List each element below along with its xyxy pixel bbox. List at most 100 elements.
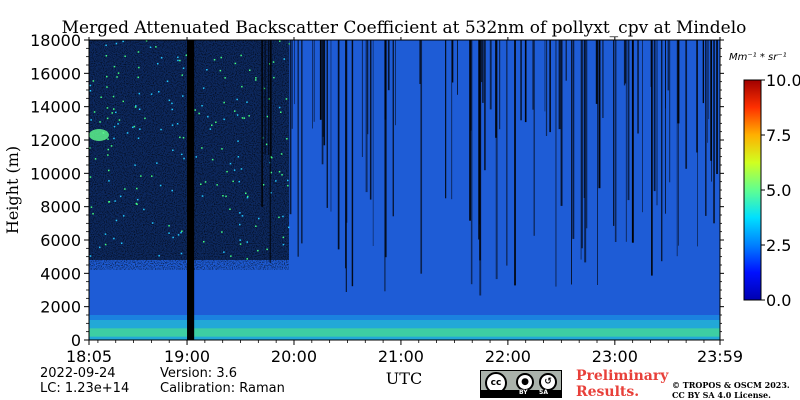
streak: [469, 40, 471, 221]
noise-speck: [273, 76, 275, 79]
noise-speck: [232, 180, 234, 183]
noise-speck: [135, 202, 138, 205]
noise-speck: [158, 255, 160, 257]
colorbar: [743, 79, 762, 301]
noise-speck: [89, 84, 92, 87]
noise-speck: [237, 156, 240, 158]
footer-lc: LC: 1.23e+14: [40, 381, 130, 396]
y-tick-label: 0: [71, 331, 81, 350]
noise-speck: [246, 258, 248, 260]
noise-speck: [239, 239, 241, 241]
streak: [345, 40, 347, 269]
noise-speck: [139, 128, 141, 130]
streak: [270, 40, 272, 156]
noise-speck: [200, 183, 202, 185]
noise-speck: [266, 248, 268, 251]
noise-speck: [104, 233, 107, 235]
noise-speck: [160, 128, 162, 131]
noise-speck: [287, 179, 289, 182]
streak: [651, 40, 653, 276]
x-tick-label: 23:00: [592, 347, 638, 366]
streak: [326, 40, 328, 208]
noise-speck: [223, 101, 225, 104]
streak: [351, 40, 354, 287]
streak: [565, 40, 567, 81]
x-axis-label: UTC: [386, 369, 422, 388]
noise-speck: [272, 61, 275, 63]
noise-speck: [171, 189, 173, 192]
vertical-streaks: [261, 40, 719, 296]
noise-speck: [108, 180, 110, 182]
streak: [555, 40, 557, 287]
y-tick-label: 12000: [30, 131, 81, 150]
streak: [319, 40, 322, 120]
noise-speck: [149, 46, 152, 48]
streak: [558, 40, 561, 130]
noise-speck: [234, 62, 237, 65]
noise-speck: [168, 232, 170, 234]
noise-speck: [160, 57, 163, 59]
streak: [419, 40, 421, 84]
noise-speck: [207, 115, 209, 118]
noise-speck: [134, 164, 136, 166]
noise-speck: [202, 87, 205, 89]
y-tick-label: 14000: [30, 98, 81, 117]
x-axis: 18:05 19:00 20:00 21:00 22:00 23:00 23:59: [66, 37, 743, 366]
streak: [702, 40, 704, 104]
noise-speck: [255, 77, 257, 79]
noise-speck: [144, 117, 146, 120]
noise-speck: [150, 93, 153, 95]
noise-speck: [134, 106, 137, 108]
noise-speck: [92, 80, 95, 82]
noise-speck: [94, 158, 97, 160]
colorbar-tick-label: 10.0: [766, 71, 800, 90]
noise-speck: [238, 180, 240, 183]
noise-speck: [112, 95, 115, 98]
noise-speck: [137, 137, 140, 139]
noise-speck: [278, 106, 281, 109]
streak: [711, 40, 712, 182]
noise-speck: [281, 174, 283, 176]
streak: [598, 40, 601, 189]
noise-speck: [222, 195, 224, 197]
noise-speck: [237, 140, 239, 142]
streak: [623, 40, 626, 86]
streak: [665, 40, 666, 109]
streak: [289, 40, 292, 215]
badge-sa-text: SA: [539, 389, 548, 396]
noise-speck: [236, 114, 239, 116]
preliminary-line-2: Results.: [576, 384, 640, 400]
streak: [650, 40, 652, 87]
noise-speck: [107, 148, 109, 151]
noise-speck: [279, 40, 281, 42]
noise-speck: [168, 225, 170, 227]
streak: [583, 40, 585, 198]
noise-speck: [106, 107, 109, 109]
streak: [544, 40, 546, 112]
streak: [549, 40, 551, 133]
noise-speck: [137, 198, 139, 201]
noise-speck: [219, 69, 222, 72]
noise-speck: [243, 117, 246, 119]
streak: [321, 40, 324, 165]
noise-speck: [177, 234, 180, 236]
noise-speck: [136, 187, 138, 190]
noise-speck: [181, 230, 183, 232]
streak: [571, 40, 572, 285]
streak: [457, 40, 458, 95]
streak: [346, 40, 348, 223]
noise-speck: [118, 119, 121, 121]
streak: [584, 40, 587, 263]
noise-speck: [249, 69, 251, 71]
streak: [656, 40, 658, 206]
noise-speck: [229, 162, 232, 165]
y-tick-label: 8000: [40, 198, 81, 217]
cc-license-badge: cc ● ↺ BY SA: [480, 370, 562, 398]
badge-by-text: BY: [519, 389, 528, 396]
streak: [637, 40, 640, 134]
noise-speck: [106, 86, 108, 88]
noise-speck: [266, 115, 269, 118]
streak: [533, 40, 535, 236]
noise-speck: [180, 231, 182, 234]
x-tick-label: 20:00: [271, 347, 317, 366]
